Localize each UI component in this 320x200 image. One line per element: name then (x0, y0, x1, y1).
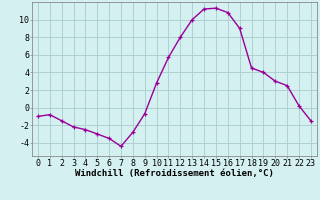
X-axis label: Windchill (Refroidissement éolien,°C): Windchill (Refroidissement éolien,°C) (75, 169, 274, 178)
